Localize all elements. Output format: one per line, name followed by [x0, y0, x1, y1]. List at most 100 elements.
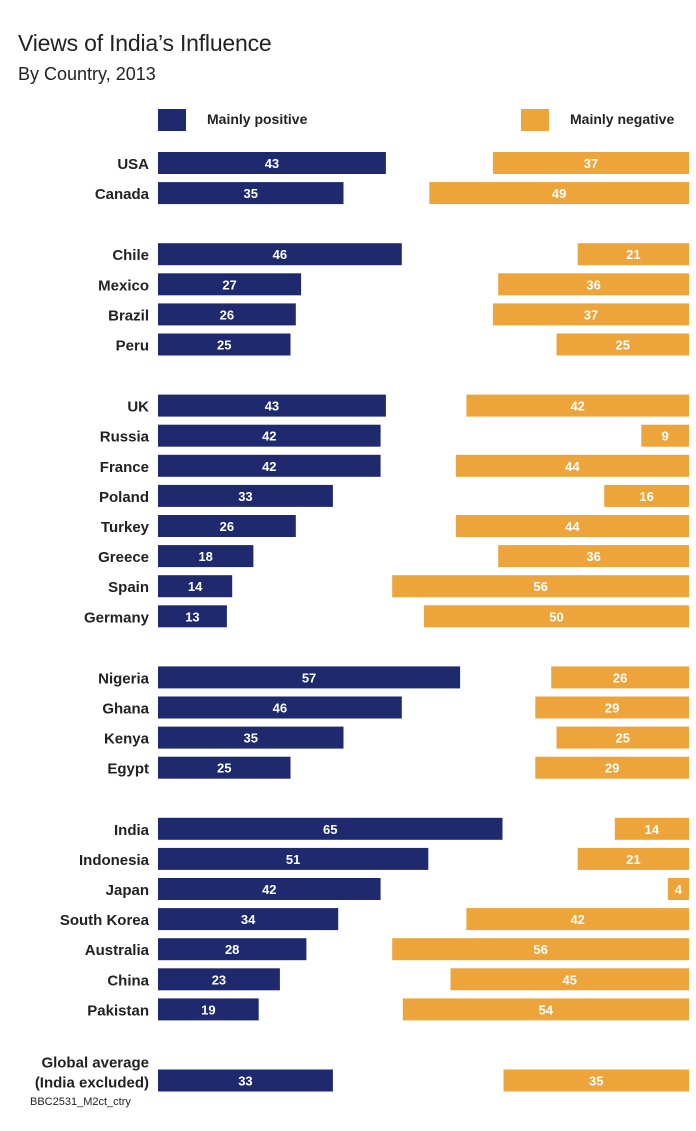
bar-positive-mexico [158, 273, 302, 296]
legend-negative-swatch [521, 109, 549, 131]
bar-positive-russia [158, 424, 381, 447]
bar-negative-canada [429, 182, 689, 205]
bar-positive-india [158, 817, 503, 840]
country-label-global-average-line2: (India excluded) [35, 1075, 149, 1092]
bar-negative-south-korea [466, 908, 689, 931]
value-positive-russia: 42 [262, 429, 276, 444]
value-negative-germany: 50 [549, 609, 563, 624]
value-positive-kenya: 35 [244, 731, 258, 746]
country-label-pakistan: Pakistan [87, 1002, 149, 1019]
bar-positive-brazil [158, 303, 296, 326]
value-negative-mexico: 36 [586, 277, 600, 292]
value-negative-ghana: 29 [605, 701, 619, 716]
bar-negative-spain [392, 575, 689, 598]
value-positive-peru: 25 [217, 338, 231, 353]
country-label-egypt: Egypt [107, 761, 149, 778]
value-positive-china: 23 [212, 972, 226, 987]
value-positive-indonesia: 51 [286, 852, 300, 867]
country-label-india: India [114, 822, 150, 839]
bar-positive-australia [158, 938, 307, 961]
bar-positive-spain [158, 575, 233, 598]
country-label-brazil: Brazil [108, 307, 149, 324]
value-positive-global-average: 33 [238, 1074, 252, 1089]
bar-negative-japan [667, 878, 689, 900]
value-negative-turkey: 44 [565, 519, 580, 534]
country-label-china: China [107, 972, 149, 989]
country-label-poland: Poland [99, 489, 149, 506]
bar-negative-mexico [498, 273, 689, 296]
country-label-ghana: Ghana [102, 701, 149, 718]
value-negative-greece: 36 [586, 549, 600, 564]
value-positive-nigeria: 57 [302, 670, 316, 685]
country-label-uk: UK [127, 399, 149, 416]
bar-negative-peru [556, 333, 689, 356]
value-negative-spain: 56 [533, 579, 547, 594]
bar-negative-russia [641, 424, 689, 447]
bar-positive-canada [158, 182, 344, 205]
value-positive-spain: 14 [188, 579, 203, 594]
value-positive-turkey: 26 [220, 519, 234, 534]
value-positive-japan: 42 [262, 882, 276, 897]
value-negative-uk: 42 [570, 399, 584, 414]
bar-positive-germany [158, 605, 227, 628]
bar-positive-poland [158, 484, 333, 507]
bar-positive-ghana [158, 696, 402, 719]
bar-negative-usa [492, 152, 689, 174]
value-negative-australia: 56 [533, 942, 547, 957]
country-label-indonesia: Indonesia [79, 852, 150, 869]
value-negative-canada: 49 [552, 186, 566, 201]
value-negative-indonesia: 21 [626, 852, 640, 867]
country-label-south-korea: South Korea [60, 912, 150, 929]
value-negative-egypt: 29 [605, 761, 619, 776]
value-negative-pakistan: 54 [539, 1002, 554, 1017]
bar-negative-indonesia [577, 847, 689, 870]
country-label-spain: Spain [108, 579, 149, 596]
bar-negative-china [450, 968, 689, 991]
country-label-chile: Chile [112, 247, 149, 264]
bar-positive-global-average [158, 1069, 333, 1092]
value-positive-australia: 28 [225, 942, 239, 957]
value-negative-chile: 21 [626, 247, 640, 262]
bar-positive-chile [158, 243, 402, 266]
bar-positive-pakistan [158, 998, 259, 1021]
country-label-france: France [100, 459, 149, 476]
bar-negative-global-average [503, 1069, 689, 1092]
bar-positive-egypt [158, 756, 291, 779]
value-negative-usa: 37 [584, 156, 598, 171]
chart-subtitle: By Country, 2013 [18, 64, 156, 84]
value-positive-pakistan: 19 [201, 1002, 215, 1017]
country-label-russia: Russia [100, 429, 150, 446]
bar-negative-australia [392, 938, 689, 961]
bar-positive-greece [158, 545, 254, 568]
value-negative-poland: 16 [639, 489, 653, 504]
value-positive-germany: 13 [185, 609, 199, 624]
bar-positive-kenya [158, 726, 344, 749]
value-positive-ghana: 46 [273, 701, 287, 716]
bar-positive-uk [158, 394, 386, 417]
bar-negative-kenya [556, 726, 689, 749]
value-negative-france: 44 [565, 459, 580, 474]
country-label-usa: USA [117, 156, 149, 173]
bar-negative-egypt [535, 756, 689, 779]
country-label-mexico: Mexico [98, 277, 149, 294]
value-positive-canada: 35 [244, 186, 258, 201]
bar-positive-indonesia [158, 847, 429, 870]
bar-negative-poland [604, 484, 689, 507]
value-negative-kenya: 25 [616, 731, 630, 746]
bar-negative-india [614, 817, 689, 840]
country-label-canada: Canada [95, 186, 150, 203]
legend-positive-swatch [158, 109, 186, 131]
value-negative-japan: 4 [675, 882, 683, 897]
value-negative-south-korea: 42 [570, 912, 584, 927]
value-positive-egypt: 25 [217, 761, 231, 776]
bar-positive-france [158, 454, 381, 477]
country-label-kenya: Kenya [104, 731, 150, 748]
bar-positive-japan [158, 878, 381, 900]
value-positive-greece: 18 [198, 549, 212, 564]
country-label-peru: Peru [116, 338, 149, 355]
country-label-turkey: Turkey [101, 519, 150, 536]
bar-negative-france [455, 454, 689, 477]
legend-negative-label: Mainly negative [570, 111, 675, 127]
bar-negative-greece [498, 545, 689, 568]
